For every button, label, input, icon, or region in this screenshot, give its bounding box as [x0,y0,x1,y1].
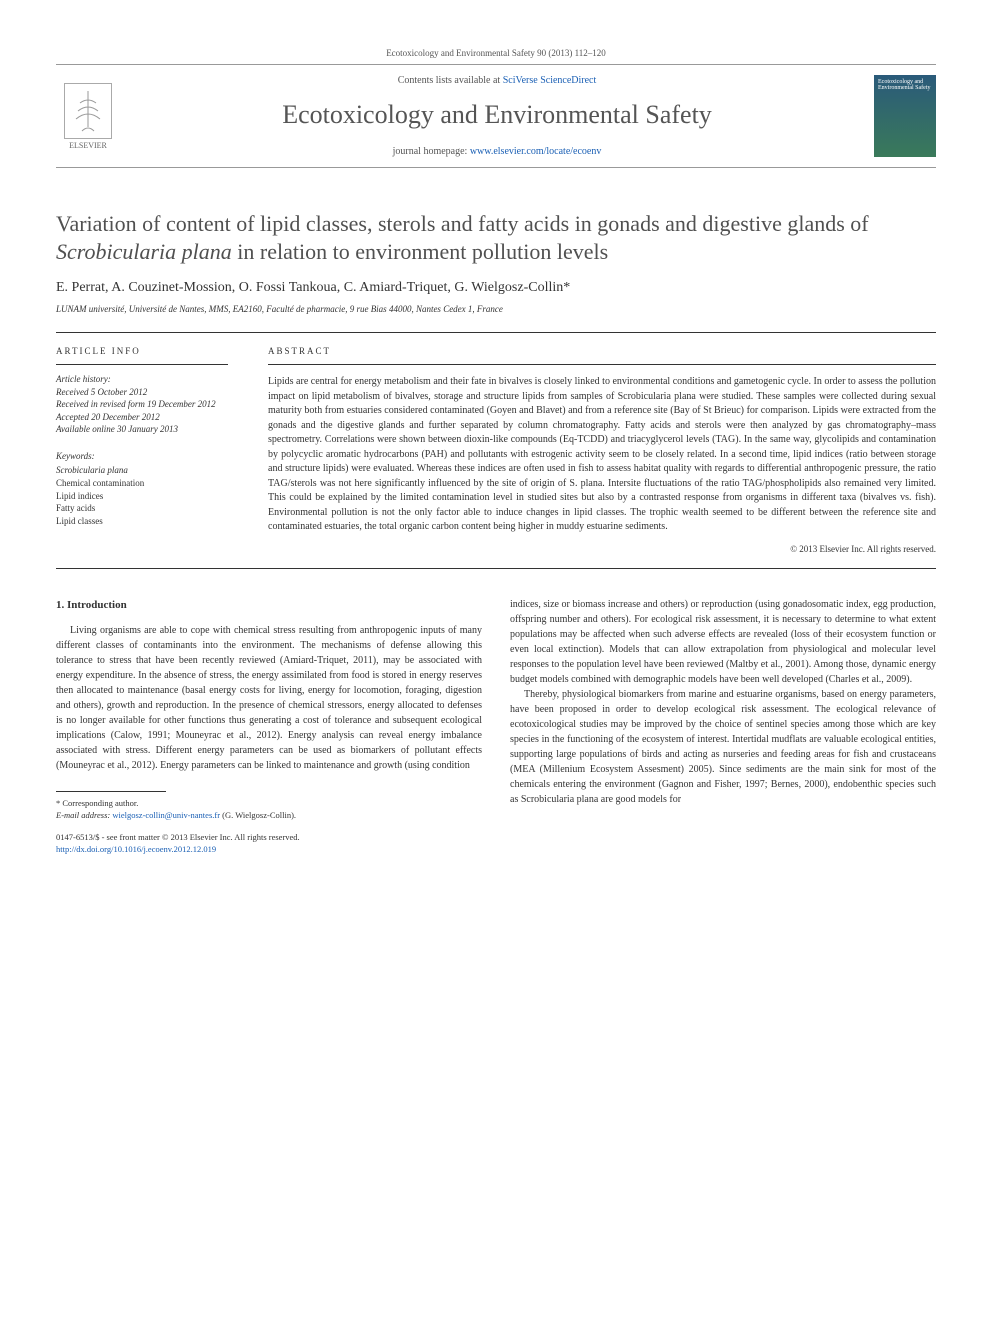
article-title: Variation of content of lipid classes, s… [56,210,936,266]
journal-cover-thumbnail: Ecotoxicology and Environmental Safety [874,75,936,157]
keyword-2: Chemical contamination [56,477,228,490]
accepted-date: Accepted 20 December 2012 [56,412,160,422]
contents-text: Contents lists available at [398,75,503,86]
sciencedirect-link[interactable]: SciVerse ScienceDirect [503,75,597,86]
doi-block: 0147-6513/$ - see front matter © 2013 El… [56,832,482,855]
body-columns: 1. Introduction Living organisms are abl… [56,597,936,855]
history-label: Article history: [56,374,111,384]
journal-reference: Ecotoxicology and Environmental Safety 9… [56,48,936,58]
keyword-5: Lipid classes [56,515,228,528]
corr-email-link[interactable]: wielgosz-collin@univ-nantes.fr [112,810,220,820]
abstract-text: Lipids are central for energy metabolism… [268,375,936,535]
cover-text: Ecotoxicology and Environmental Safety [878,79,932,91]
article-history: Article history: Received 5 October 2012… [56,373,228,436]
masthead-center: Contents lists available at SciVerse Sci… [138,75,856,157]
keywords: Keywords: Scrobicularia plana Chemical c… [56,450,228,528]
info-abstract-row: ARTICLE INFO Article history: Received 5… [56,332,936,569]
title-pre: Variation of content of lipid classes, s… [56,211,869,236]
column-left: 1. Introduction Living organisms are abl… [56,597,482,855]
abstract-copyright: © 2013 Elsevier Inc. All rights reserved… [268,543,936,556]
corr-label: * Corresponding author. [56,798,482,810]
author-list: E. Perrat, A. Couzinet-Mossion, O. Fossi… [56,280,936,296]
abstract: ABSTRACT Lipids are central for energy m… [248,333,936,568]
page: Ecotoxicology and Environmental Safety 9… [0,0,992,895]
homepage-label: journal homepage: [393,146,470,157]
intro-paragraph-2: Thereby, physiological biomarkers from m… [510,687,936,807]
journal-title: Ecotoxicology and Environmental Safety [138,100,856,130]
article-info-heading: ARTICLE INFO [56,345,228,365]
abstract-heading: ABSTRACT [268,345,936,365]
affiliation: LUNAM université, Université de Nantes, … [56,304,936,314]
masthead: ELSEVIER Contents lists available at Sci… [56,64,936,168]
issn-line: 0147-6513/$ - see front matter © 2013 El… [56,832,482,843]
title-post: in relation to environment pollution lev… [232,239,608,264]
footnote-separator [56,791,166,792]
homepage-link[interactable]: www.elsevier.com/locate/ecoenv [470,146,602,157]
column-right: indices, size or biomass increase and ot… [510,597,936,855]
keyword-1: Scrobicularia plana [56,464,228,477]
email-label: E-mail address: [56,810,110,820]
revised-date: Received in revised form 19 December 201… [56,399,216,409]
keyword-4: Fatty acids [56,502,228,515]
corr-email-name: (G. Wielgosz-Collin). [222,810,296,820]
keyword-3: Lipid indices [56,490,228,503]
intro-paragraph-1-cont: indices, size or biomass increase and ot… [510,597,936,687]
section-1-heading: 1. Introduction [56,597,482,614]
doi-link[interactable]: http://dx.doi.org/10.1016/j.ecoenv.2012.… [56,844,482,855]
elsevier-label: ELSEVIER [69,141,107,150]
homepage-line: journal homepage: www.elsevier.com/locat… [138,146,856,157]
elsevier-logo: ELSEVIER [56,78,120,154]
contents-available-line: Contents lists available at SciVerse Sci… [138,75,856,86]
corresponding-author-footnote: * Corresponding author. E-mail address: … [56,798,482,822]
online-date: Available online 30 January 2013 [56,424,178,434]
keywords-label: Keywords: [56,450,228,463]
received-date: Received 5 October 2012 [56,387,147,397]
article-info: ARTICLE INFO Article history: Received 5… [56,333,248,568]
elsevier-tree-icon [64,83,112,139]
intro-paragraph-1: Living organisms are able to cope with c… [56,623,482,773]
title-species: Scrobicularia plana [56,239,232,264]
